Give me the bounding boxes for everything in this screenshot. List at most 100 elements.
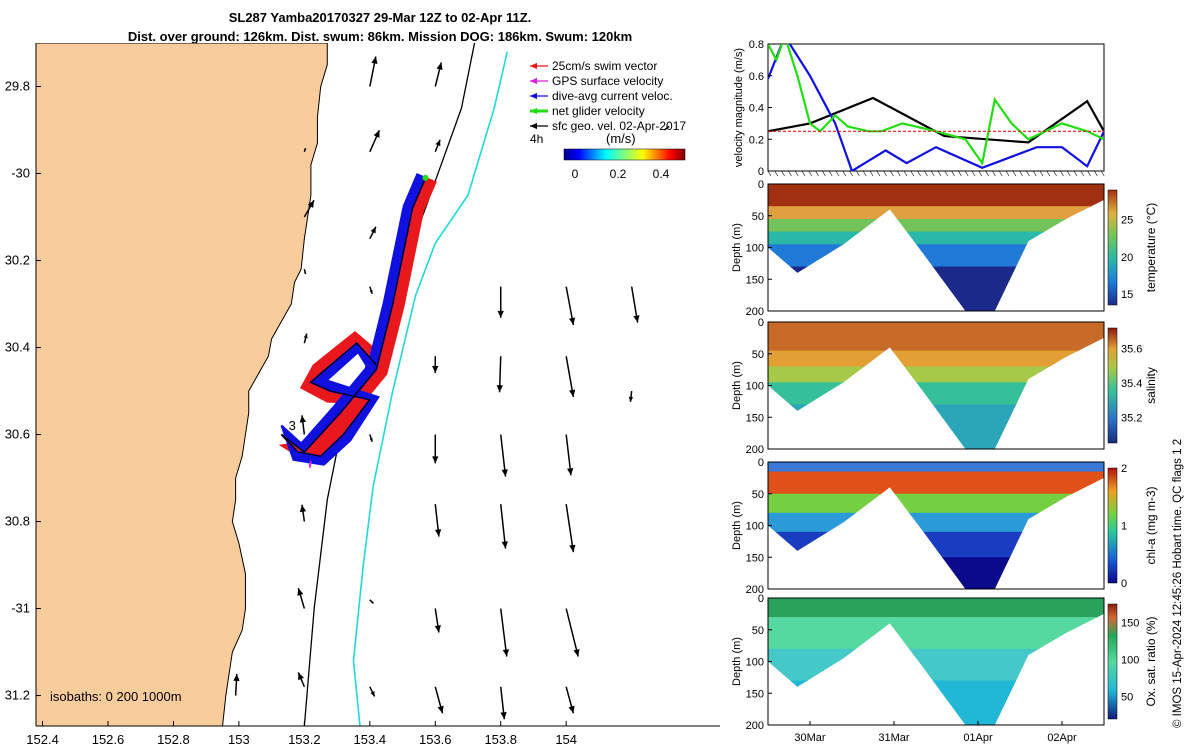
sfc-velocity-arrow: [434, 686, 444, 714]
profile-tick-mark: [944, 170, 949, 177]
velocity-plot-frame: [767, 43, 1105, 172]
map-x-tick-label: 153.2: [288, 732, 321, 747]
sfc-velocity-arrow: [565, 686, 575, 714]
sfc-velocity-arrow: [434, 139, 441, 153]
section-y-tick-label: 100: [746, 521, 764, 533]
legend-entry: 25cm/s swim vector: [552, 59, 657, 73]
section-colorbar-tick-label: 35.2: [1121, 412, 1142, 424]
sfc-velocity-arrow: [499, 434, 508, 477]
section-y-tick-label: 200: [746, 444, 764, 456]
section-y-tick-label: 200: [746, 720, 764, 732]
map-y-tick-label: 29.8: [5, 79, 30, 94]
section-colorbar-tick-label: 0: [1121, 578, 1127, 590]
section-depth-band: [768, 598, 1104, 619]
date-tick-label: 02Apr: [1047, 732, 1077, 744]
speed-colorbar: [563, 148, 686, 161]
sfc-velocity-arrow: [369, 434, 373, 442]
legend-arrow: [530, 62, 548, 70]
profile-tick-mark: [1046, 170, 1051, 177]
profile-tick-mark: [978, 170, 983, 177]
section-colorbar: [1107, 603, 1118, 720]
chart-subtitle: Dist. over ground: 126km. Dist. swum: 86…: [127, 29, 633, 44]
profile-tick-mark: [937, 170, 942, 177]
section-depth-band: [768, 266, 1104, 311]
velocity-y-tick-label: 0.6: [749, 71, 764, 83]
sfc-velocity-arrow: [434, 62, 443, 87]
profile-tick-mark: [1080, 170, 1085, 177]
map-y-tick-label: 30.6: [5, 427, 30, 442]
profile-tick-mark: [964, 170, 969, 177]
section-colorbar-tick-label: 35.4: [1121, 378, 1142, 390]
sfc-velocity-arrow: [369, 129, 381, 153]
section-colorbar-label: temperature (°C): [1144, 203, 1158, 293]
sfc-velocity-arrow: [565, 504, 576, 553]
date-tick-label: 30Mar: [794, 732, 826, 744]
map-x-tick-label: 152.4: [26, 732, 59, 747]
section-y-tick-label: 0: [758, 593, 764, 605]
profile-tick-mark: [767, 170, 772, 177]
sfc-velocity-arrow: [434, 608, 441, 633]
colorbar-tick-label: 0.4: [653, 167, 670, 181]
section-depth-band: [768, 382, 1104, 406]
sfc-velocity-arrow: [297, 587, 306, 609]
map-y-tick-label: -31: [11, 601, 30, 616]
velocity-y-tick-label: 0: [758, 166, 764, 178]
map-y-tick-label: 30.2: [5, 253, 30, 268]
section-depth-band: [768, 184, 1104, 208]
map-y-tick-label: 30.8: [5, 514, 30, 529]
profile-tick-mark: [1100, 170, 1105, 177]
profile-tick-mark: [808, 170, 813, 177]
isobaths-label: isobaths: 0 200 1000m: [50, 689, 182, 704]
section-oxygen: 0 50 100 150 200 Depth (m) 50 100 150 Ox. sat. ra…: [731, 593, 1158, 732]
section-colorbar-tick-label: 25: [1121, 215, 1133, 227]
section-colorbar-tick-label: 2: [1121, 463, 1127, 475]
map-x-tick-label: 153.4: [354, 732, 387, 747]
profile-tick-mark: [869, 170, 874, 177]
legend-entry: dive-avg current veloc.: [552, 89, 673, 103]
sfc-velocity-arrow: [630, 286, 640, 323]
sfc-velocity-arrow: [432, 434, 439, 464]
sfc-velocity-arrow: [499, 686, 507, 720]
section-y-label: Depth (m): [731, 223, 743, 272]
profile-tick-mark: [930, 170, 935, 177]
section-y-tick-label: 0: [758, 457, 764, 469]
section-temperature: 0 50 100 150 200 Depth (m) 15 20 25 temperature (…: [731, 179, 1158, 318]
section-y-tick-label: 200: [746, 306, 764, 318]
sfc-velocity-arrow: [299, 504, 307, 522]
legend-arrow: [530, 122, 548, 130]
colorbar-tick-label: 0: [572, 167, 579, 181]
map-y-tick-label: 31.2: [5, 688, 30, 703]
profile-tick-mark: [1039, 170, 1044, 177]
section-salinity: 0 50 100 150 200 Depth (m) 35.2 35.4 35.6salinit…: [731, 317, 1158, 456]
section-depth-band: [768, 206, 1104, 220]
sfc-velocity-arrow: [432, 356, 439, 374]
profile-tick-mark: [903, 170, 908, 177]
profile-tick-mark: [801, 170, 806, 177]
profile-tick-mark: [781, 170, 785, 177]
legend-arrow: [530, 92, 548, 100]
chart-title: SL287 Yamba20170327 29-Mar 12Z to 02-Apr…: [228, 10, 532, 25]
date-tick-label: 31Mar: [878, 732, 910, 744]
map-x-tick-label: 153.8: [484, 732, 517, 747]
sfc-velocity-arrow: [369, 686, 376, 697]
section-depth-band: [768, 322, 1104, 352]
sfc-velocity-arrow: [565, 608, 580, 657]
net-velocity-mark: [422, 174, 429, 181]
section-y-tick-label: 50: [752, 349, 764, 361]
sfc-velocity-arrow: [303, 199, 315, 218]
section-depth-band: [768, 680, 1104, 725]
land-area: [36, 43, 328, 726]
sfc-velocity-arrow: [369, 286, 373, 295]
section-depth-band: [768, 471, 1104, 495]
section-colorbar-tick-label: 50: [1121, 692, 1133, 704]
section-colorbar-tick-label: 100: [1121, 655, 1139, 667]
section-depth-band: [768, 350, 1104, 368]
section-depth-band: [768, 531, 1104, 559]
colorbar-title: (m/s): [606, 131, 636, 146]
profile-tick-mark: [842, 170, 847, 177]
waypoint-label: 3: [289, 418, 296, 433]
sfc-velocity-arrow: [565, 434, 574, 476]
profile-tick-mark: [1073, 170, 1078, 177]
map-y-tick-label: -30: [11, 166, 30, 181]
